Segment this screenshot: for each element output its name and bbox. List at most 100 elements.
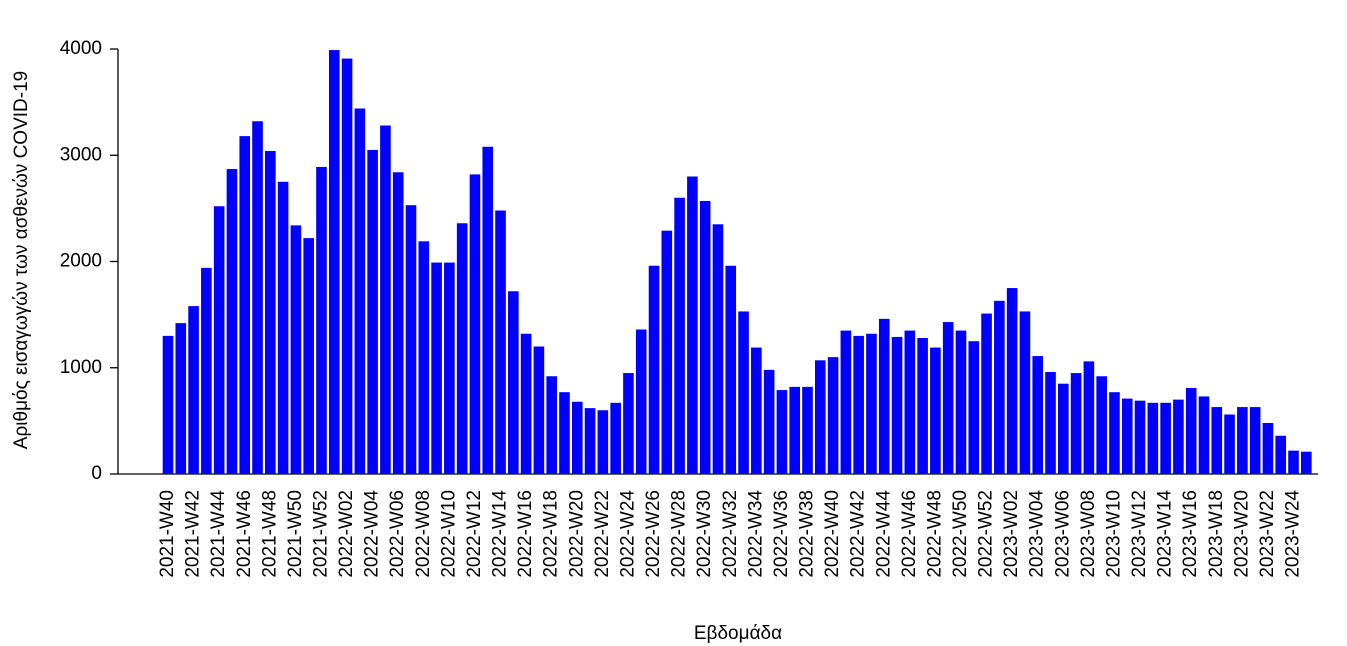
x-tick-label: 2022-W32 (720, 490, 741, 578)
y-tick-label: 0 (91, 463, 102, 484)
x-tick-label: 2022-W24 (617, 490, 638, 578)
bar (1301, 451, 1312, 474)
x-tick-label: 2022-W10 (438, 490, 459, 578)
x-tick-label: 2023-W24 (1283, 490, 1304, 578)
bar (1224, 414, 1235, 474)
x-tick-label: 2022-W26 (643, 490, 664, 578)
x-tick-label: 2022-W12 (464, 490, 485, 578)
bar (725, 265, 737, 474)
y-axis-title: Αριθμός εισαγωγών των ασθενών COVID-19 (11, 71, 32, 449)
bar (891, 336, 903, 474)
bar (699, 200, 711, 474)
bar (597, 410, 609, 474)
bar (265, 151, 276, 474)
x-tick-label: 2022-W16 (515, 490, 536, 578)
bar (1249, 407, 1261, 474)
x-tick-label: 2022-W08 (413, 490, 434, 578)
x-tick-label: 2021-W44 (208, 490, 229, 578)
x-tick-label: 2022-W20 (566, 490, 587, 578)
bar (444, 262, 455, 474)
bar (277, 181, 289, 474)
bar (1109, 392, 1120, 474)
x-axis-title: Εβδομάδα (694, 623, 782, 644)
bar (955, 330, 967, 474)
bar (1121, 398, 1133, 474)
bar (290, 225, 302, 474)
bar (751, 347, 762, 474)
bar (354, 108, 366, 474)
bar (814, 360, 826, 474)
bar (392, 172, 404, 474)
x-tick-label: 2023-W06 (1052, 490, 1073, 578)
x-tick-label: 2022-W46 (899, 490, 920, 578)
bar (712, 224, 724, 474)
bar (201, 267, 212, 474)
bar (431, 262, 442, 474)
bar (546, 376, 557, 474)
x-tick-label: 2023-W10 (1103, 490, 1124, 578)
bar (904, 330, 916, 474)
bar (1262, 423, 1274, 474)
x-tick-label: 2023-W02 (1001, 490, 1022, 578)
x-tick-label: 2022-W44 (873, 490, 894, 578)
x-tick-label: 2022-W34 (745, 490, 766, 578)
x-tick-label: 2022-W28 (669, 490, 690, 578)
x-tick-label: 2022-W50 (950, 490, 971, 578)
bar (1032, 356, 1044, 474)
x-tick-label: 2021-W42 (183, 490, 204, 578)
bar (1185, 387, 1197, 474)
x-tick-label: 2023-W12 (1129, 490, 1150, 578)
x-tick-label: 2023-W18 (1206, 490, 1227, 578)
bar (482, 146, 494, 474)
bar (1237, 407, 1248, 474)
bar (878, 318, 890, 474)
bar (316, 166, 327, 474)
bar (840, 330, 852, 474)
bar (776, 390, 788, 474)
x-tick-label: 2022-W48 (924, 490, 945, 578)
bar (763, 369, 775, 474)
bar (162, 335, 174, 474)
x-tick-label: 2021-W50 (285, 490, 306, 578)
bar (1096, 376, 1107, 474)
bar (418, 241, 430, 474)
bar (533, 346, 545, 474)
x-tick-label: 2022-W42 (848, 490, 869, 578)
bar (495, 210, 506, 474)
bar (623, 373, 634, 474)
bar (1045, 372, 1056, 474)
bar (405, 205, 417, 474)
x-tick-label: 2023-W16 (1180, 490, 1201, 578)
bar (175, 323, 187, 474)
y-tick-label: 3000 (60, 144, 102, 165)
bar (559, 392, 570, 474)
bar (1058, 383, 1069, 474)
bar (226, 169, 238, 474)
x-tick-label: 2021-W48 (259, 490, 280, 578)
x-tick-label: 2022-W40 (822, 490, 843, 578)
x-tick-label: 2023-W08 (1078, 490, 1099, 578)
bar (252, 121, 263, 474)
bar (213, 206, 225, 474)
bar (520, 333, 532, 474)
bar (917, 338, 928, 474)
x-tick-label: 2022-W38 (797, 490, 818, 578)
bar (239, 136, 251, 474)
x-tick-label: 2022-W30 (694, 490, 715, 578)
x-tick-label: 2022-W02 (336, 490, 357, 578)
y-tick-label: 2000 (60, 251, 102, 272)
bar (1173, 399, 1184, 474)
bar (188, 306, 199, 474)
bar (367, 149, 378, 474)
bar (1019, 311, 1031, 474)
bar (789, 386, 801, 474)
bar (687, 176, 698, 474)
bar (303, 238, 314, 474)
bar (930, 347, 941, 474)
bar (1211, 407, 1223, 474)
x-tick-label: 2022-W06 (387, 490, 408, 578)
x-tick-label: 2022-W18 (541, 490, 562, 578)
bar (853, 335, 864, 474)
x-tick-label: 2022-W52 (976, 490, 997, 578)
